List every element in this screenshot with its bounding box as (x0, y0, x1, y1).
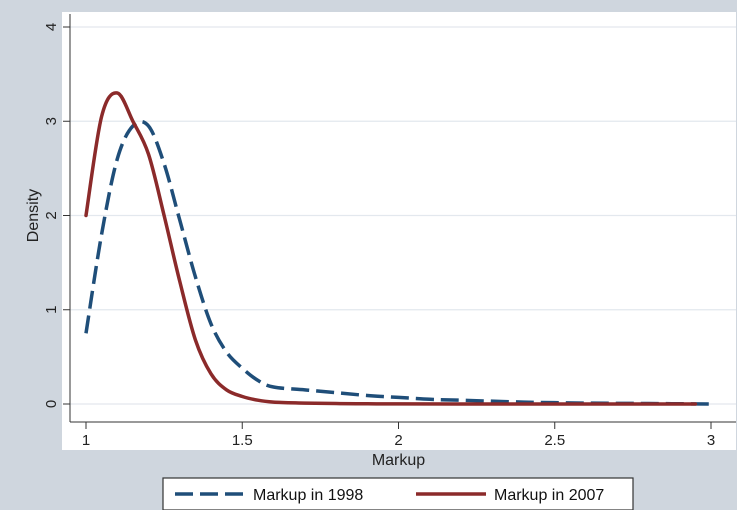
y-tick-label: 3 (43, 117, 60, 125)
x-axis-title: Markup (372, 452, 425, 469)
x-tick-label: 2.5 (544, 432, 565, 449)
x-tick-label: 1 (82, 432, 90, 449)
y-tick-label: 4 (43, 23, 60, 31)
x-tick-label: 2 (394, 432, 402, 449)
axes (69, 14, 736, 423)
y-tick-label: 1 (43, 306, 60, 314)
legend-label-1998: Markup in 1998 (253, 487, 363, 504)
y-tick-label: 2 (43, 211, 60, 219)
series-layer (84, 91, 712, 406)
y-axis-ticks: 0 1 2 3 4 (43, 23, 70, 408)
y-tick-label: 0 (43, 400, 60, 408)
legend: Markup in 1998 Markup in 2007 (162, 477, 634, 510)
series-line-1 (84, 91, 698, 406)
y-axis-title: Density (25, 189, 42, 242)
legend-label-2007: Markup in 2007 (494, 487, 604, 504)
x-tick-label: 3 (707, 432, 715, 449)
x-axis-ticks: 1 1.5 2 2.5 3 (82, 422, 715, 449)
plot-area (62, 12, 736, 450)
x-tick-label: 1.5 (232, 432, 253, 449)
series-line-0 (84, 119, 712, 406)
